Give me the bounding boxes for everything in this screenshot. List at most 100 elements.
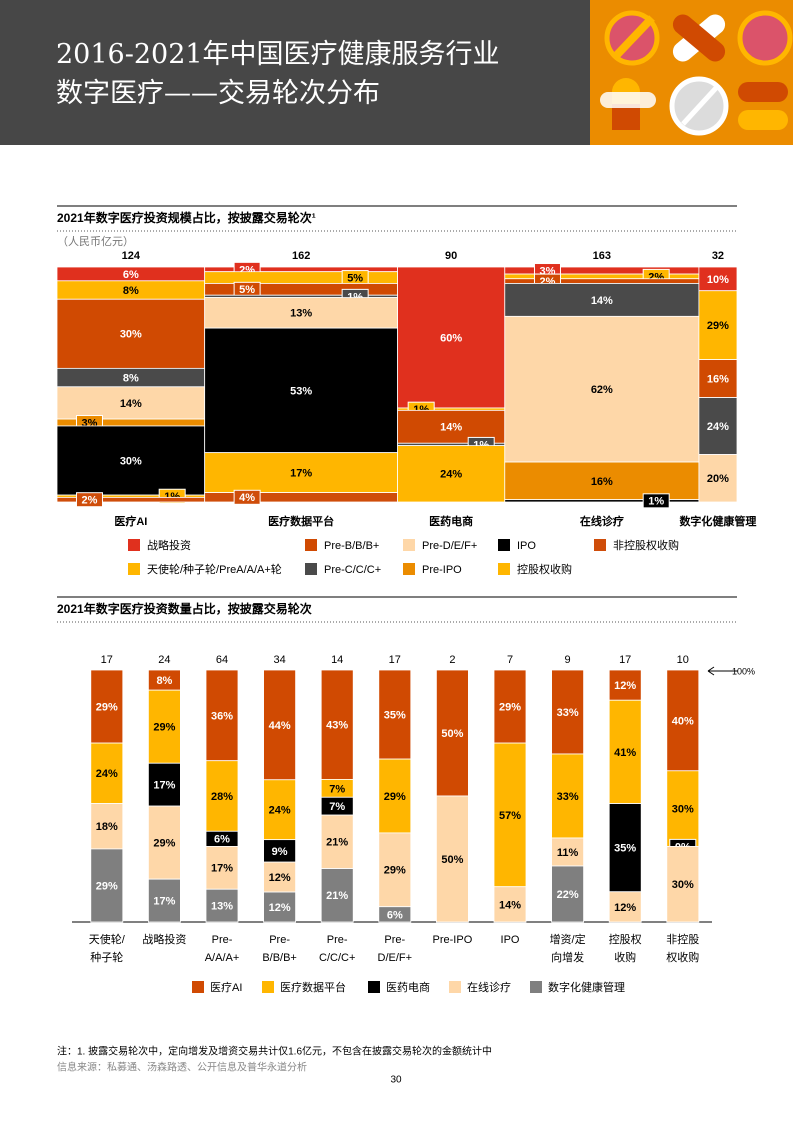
bar-segment (263, 891, 297, 923)
total-label: 10 (677, 654, 689, 666)
page-title: 2016-2021年中国医疗健康服务行业 (56, 39, 500, 70)
legend-swatch (498, 563, 510, 575)
value-label: 43% (326, 720, 348, 732)
total-label: 124 (122, 250, 141, 262)
segment (204, 266, 398, 273)
bar-segment (320, 814, 354, 869)
total-label: 90 (445, 250, 457, 262)
x-tick-label: C/C/C+ (319, 952, 355, 964)
legend-label: 数字化健康管理 (548, 980, 625, 994)
segment (397, 266, 506, 409)
bar-segment (263, 779, 297, 841)
bar-segment (378, 758, 412, 834)
x-tick-label: B/B/B+ (262, 952, 297, 964)
value-label: 29% (96, 880, 118, 892)
value-label: 21% (326, 890, 348, 902)
x-tick-label: Pre- (269, 934, 290, 946)
value-label: 11% (557, 847, 579, 859)
value-label: 12% (614, 902, 636, 914)
bar-segment (378, 906, 412, 923)
value-label: 13% (211, 901, 233, 913)
total-label: 32 (712, 250, 724, 262)
segment (504, 273, 700, 280)
value-label: 17% (153, 780, 175, 792)
value-label: 16% (591, 476, 613, 488)
total-label: 17 (389, 654, 401, 666)
bar-segment (90, 669, 124, 744)
legend-swatch (128, 563, 140, 575)
x-tick-label: 增资/定 (550, 932, 586, 946)
value-label: 6% (214, 834, 230, 846)
value-label: 17% (211, 863, 233, 875)
bar-segment (263, 669, 297, 781)
value-label: 7% (329, 783, 345, 795)
x-tick-label: 向增发 (551, 950, 584, 964)
value-label: 35% (384, 709, 406, 721)
bar-segment (90, 742, 124, 804)
total-label: 17 (101, 654, 113, 666)
bar-segment (493, 886, 527, 923)
value-label: 40% (672, 715, 694, 727)
label-box (642, 493, 670, 509)
value-label: 62% (591, 384, 613, 396)
value-label: 29% (707, 320, 729, 332)
legend-label: 天使轮/种子轮/PreA/A/A+轮 (147, 562, 282, 576)
value-label: 2% (82, 495, 98, 507)
x-tick-label: 数字化健康管理 (679, 514, 756, 528)
value-label: 44% (269, 720, 291, 732)
value-label: 20% (707, 473, 729, 485)
value-label: 12% (269, 902, 291, 914)
segment (698, 454, 738, 503)
legend-label: Pre-C/C/C+ (324, 564, 381, 576)
legend-label: 控股权收购 (517, 562, 572, 576)
bar-segment (608, 699, 642, 804)
x-tick-label: 医药电商 (429, 514, 473, 528)
legend-swatch (498, 539, 510, 551)
bar-segment (378, 669, 412, 760)
value-label: 41% (614, 747, 636, 759)
x-tick-label: 在线诊疗 (580, 514, 624, 528)
header-decoration (590, 0, 793, 145)
legend-label: IPO (517, 540, 536, 552)
annotation-arrow (707, 666, 738, 676)
label-box (75, 492, 103, 508)
legend-swatch (368, 981, 380, 993)
value-label: 1% (648, 496, 664, 508)
bar-segment (551, 837, 584, 867)
bar-segment (263, 861, 297, 893)
total-label: 162 (292, 250, 310, 262)
value-label: 8% (123, 372, 139, 384)
x-tick-label: 非控股 (666, 932, 699, 946)
value-label: 60% (440, 332, 462, 344)
total-label: 163 (593, 250, 611, 262)
segment (504, 283, 700, 317)
bar-segment (666, 846, 700, 923)
value-label: 6% (387, 909, 403, 921)
value-label: 5% (239, 284, 255, 296)
bar-segment (205, 846, 239, 890)
legend-swatch (449, 981, 461, 993)
segment (204, 452, 398, 493)
bar-segment (608, 803, 642, 893)
segment (56, 386, 206, 420)
value-label: 17% (153, 895, 175, 907)
x-tick-label: Pre- (384, 934, 405, 946)
annotation: 100% (732, 666, 755, 676)
legend-label: 医药电商 (386, 980, 430, 994)
segment (204, 327, 398, 454)
page-number: 30 (390, 1075, 402, 1086)
value-label: 14% (499, 899, 521, 911)
legend-label: 在线诊疗 (467, 980, 511, 994)
x-tick-label: A/A/A+ (205, 952, 240, 964)
value-label: 24% (269, 805, 291, 817)
chart-title: 2021年数字医疗投资规模占比，按披露交易轮次¹ (57, 210, 316, 225)
segment (56, 425, 206, 496)
legend-swatch (192, 981, 204, 993)
value-label: 12% (269, 872, 291, 884)
x-tick-label: 医疗数据平台 (268, 514, 334, 528)
footnote: 注：1. 披露交易轮次中，定向增发及增资交易共计仅1.6亿元，不包含在披露交易轮… (57, 1045, 492, 1058)
value-label: 29% (384, 865, 406, 877)
bar-segment (435, 795, 469, 923)
